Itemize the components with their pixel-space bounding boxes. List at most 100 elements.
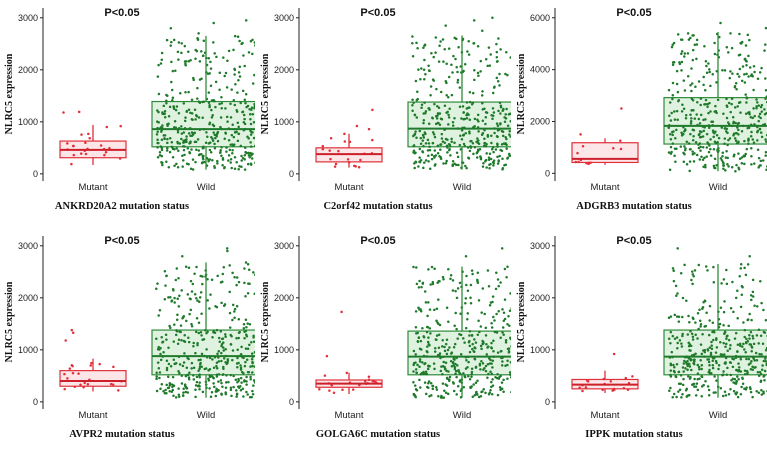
data-point — [475, 156, 479, 159]
x-axis-label: ADGRB3 mutation status — [576, 201, 692, 212]
data-point — [210, 135, 213, 139]
box-wild — [151, 247, 255, 399]
data-point — [747, 363, 751, 366]
data-point — [201, 390, 205, 394]
data-point — [247, 151, 250, 155]
data-point — [451, 361, 455, 365]
data-point — [415, 116, 419, 119]
data-point — [758, 352, 761, 356]
data-point — [221, 385, 224, 388]
data-point — [213, 166, 216, 169]
data-point — [481, 102, 484, 105]
data-point — [212, 366, 216, 369]
data-point — [192, 341, 195, 345]
data-point — [431, 141, 435, 145]
data-point — [213, 133, 217, 137]
data-point — [730, 102, 733, 106]
data-point — [694, 385, 698, 388]
data-point — [157, 63, 160, 67]
data-point — [228, 264, 231, 267]
data-point — [743, 81, 747, 84]
data-point — [165, 38, 169, 42]
data-point — [156, 130, 159, 133]
data-point — [171, 287, 175, 291]
data-point — [196, 36, 199, 40]
data-point — [63, 387, 66, 391]
data-point — [164, 284, 167, 287]
data-point — [469, 302, 473, 305]
data-point — [717, 364, 721, 367]
data-point — [218, 71, 222, 75]
x-tick-label-wild: Wild — [197, 410, 215, 421]
data-point — [155, 120, 159, 123]
data-point — [195, 114, 199, 118]
data-point — [476, 113, 480, 117]
data-point — [472, 19, 476, 22]
data-point — [700, 130, 703, 134]
data-point — [671, 63, 675, 66]
data-point — [169, 295, 172, 299]
data-point — [433, 135, 437, 139]
data-point — [502, 333, 505, 336]
data-point — [500, 149, 504, 152]
data-point — [156, 141, 159, 145]
data-point — [436, 144, 440, 148]
data-point — [490, 141, 493, 145]
data-point — [163, 112, 166, 116]
data-point — [445, 81, 448, 85]
data-point — [508, 324, 511, 328]
data-point — [498, 84, 501, 87]
data-point — [757, 391, 761, 394]
data-point — [508, 371, 511, 374]
data-point — [330, 384, 333, 387]
data-point — [198, 300, 201, 303]
data-point — [194, 330, 198, 334]
data-point — [439, 396, 443, 399]
data-point — [687, 375, 690, 378]
data-point — [688, 365, 692, 368]
data-point — [424, 132, 427, 136]
data-point — [700, 363, 704, 367]
data-point — [414, 130, 417, 133]
data-point — [173, 120, 177, 123]
data-point — [424, 159, 428, 162]
data-point — [763, 331, 767, 334]
data-point — [248, 343, 251, 347]
data-point — [699, 322, 703, 326]
data-point — [416, 90, 419, 93]
data-point — [689, 113, 692, 116]
data-point — [424, 73, 427, 76]
data-point — [227, 49, 231, 53]
data-point — [673, 118, 677, 121]
data-point — [746, 263, 750, 266]
data-point — [219, 149, 222, 152]
data-point — [180, 137, 183, 141]
data-point — [489, 53, 492, 56]
data-point — [496, 143, 499, 147]
data-point — [208, 103, 211, 107]
data-point — [157, 92, 161, 96]
data-point — [680, 60, 684, 64]
data-point — [490, 322, 493, 325]
data-point — [212, 41, 215, 44]
data-point — [84, 152, 88, 156]
data-point — [426, 314, 429, 318]
data-point — [755, 98, 758, 101]
data-point — [720, 353, 724, 356]
data-point — [167, 296, 170, 299]
data-point — [498, 386, 502, 389]
data-point — [239, 389, 243, 392]
data-point — [462, 372, 465, 375]
data-point — [750, 163, 753, 166]
data-point — [220, 381, 223, 385]
data-point — [482, 144, 486, 148]
data-point — [490, 148, 494, 151]
data-point — [698, 377, 701, 380]
data-point — [707, 358, 711, 361]
data-point — [759, 159, 763, 163]
data-point — [236, 365, 239, 369]
data-point — [692, 160, 696, 163]
data-point — [418, 365, 421, 369]
data-point — [444, 342, 448, 346]
data-point — [734, 81, 738, 85]
